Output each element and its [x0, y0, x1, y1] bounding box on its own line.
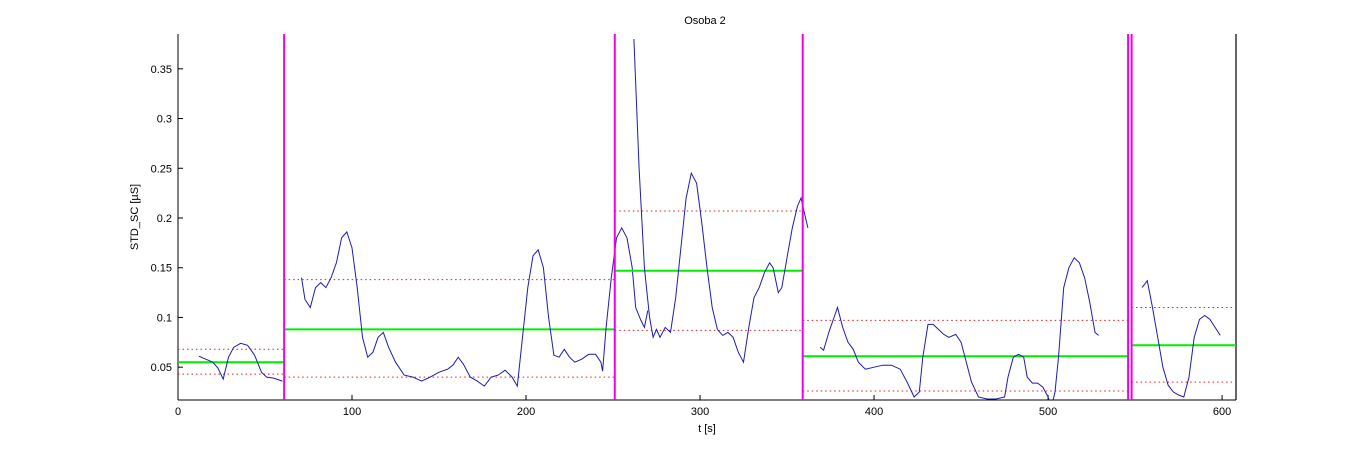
- y-tick-label: 0.3: [157, 114, 172, 126]
- signal-line: [198, 342, 283, 382]
- plot-area: 0 100 200 300 400 500 600 0.05 0.1 0.15 0.2 0.25 0.3…: [151, 34, 1237, 418]
- x-tick-label: 400: [865, 406, 883, 418]
- x-tick-label: 300: [691, 406, 709, 418]
- y-tick-label: 0.2: [157, 213, 172, 225]
- x-tick-label: 600: [1213, 406, 1231, 418]
- signal-line: [301, 226, 649, 388]
- chart-title: Osoba 2: [684, 15, 726, 27]
- y-axis-label: STD_SC [µS]: [129, 184, 141, 250]
- x-tick-label: 200: [517, 406, 535, 418]
- signal-line: [1141, 279, 1221, 398]
- x-axis-label: t [s]: [698, 423, 716, 435]
- y-tick-label: 0.25: [151, 163, 172, 175]
- x-tick-label: 500: [1039, 406, 1057, 418]
- signal-line: [633, 38, 809, 364]
- y-tick-label: 0.15: [151, 263, 172, 275]
- y-tick-label: 0.05: [151, 362, 172, 374]
- y-tick-label: 0.1: [157, 312, 172, 324]
- y-tick-label: 0.35: [151, 64, 172, 76]
- x-tick-label: 0: [175, 406, 181, 418]
- x-tick-label: 100: [343, 406, 361, 418]
- signal-line: [819, 256, 1099, 400]
